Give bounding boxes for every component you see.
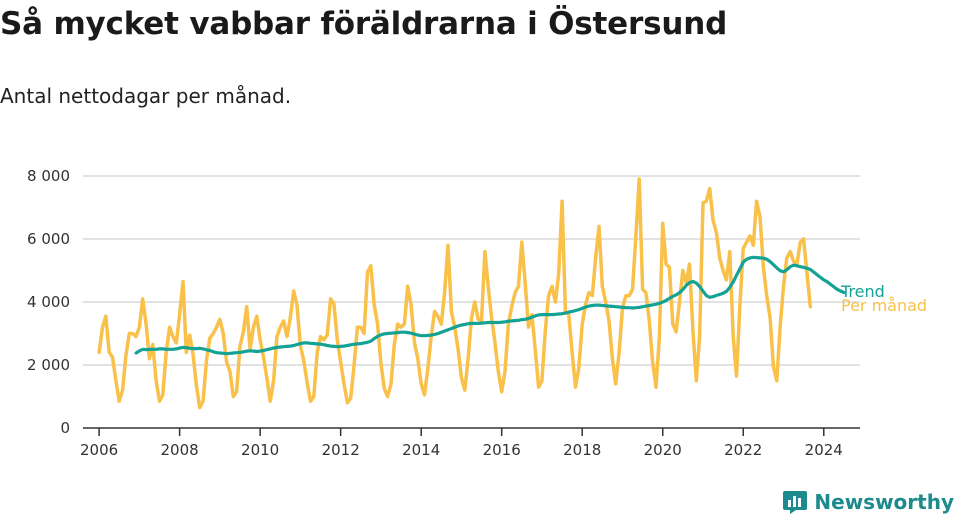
chart-series	[97, 177, 846, 410]
chart-title: Så mycket vabbar föräldrarna i Östersund	[0, 6, 728, 42]
x-tick-label: 2006	[80, 441, 118, 459]
x-tick-label: 2014	[402, 441, 440, 459]
y-axis: 0 2 000 4 000 6 000 8 000	[27, 167, 70, 437]
y-tick-label: 2 000	[27, 356, 70, 374]
newsworthy-logo-icon	[783, 491, 808, 514]
chart-subtitle: Antal nettodagar per månad.	[0, 84, 292, 108]
brand-logo[interactable]: Newsworthy	[782, 489, 954, 515]
x-axis: 2006 2008 2010 2012 2014 2016 2018 2020 2022 2024	[80, 427, 860, 459]
series-label-trend: Trend	[840, 282, 885, 301]
brand-name: Newsworthy	[814, 490, 954, 514]
x-tick-label: 2024	[805, 441, 843, 459]
y-tick-label: 0	[60, 419, 70, 437]
y-tick-label: 6 000	[27, 230, 70, 248]
x-tick-label: 2018	[563, 441, 601, 459]
x-tick-label: 2022	[724, 441, 762, 459]
x-tick-label: 2010	[241, 441, 279, 459]
series-line-trend	[134, 255, 846, 356]
series-label-per-manad: Per månad	[841, 296, 927, 315]
x-tick-label: 2008	[161, 441, 199, 459]
x-tick-label: 2020	[644, 441, 682, 459]
y-tick-label: 4 000	[27, 293, 70, 311]
x-tick-label: 2012	[322, 441, 360, 459]
y-tick-label: 8 000	[27, 167, 70, 185]
x-tick-label: 2016	[483, 441, 521, 459]
